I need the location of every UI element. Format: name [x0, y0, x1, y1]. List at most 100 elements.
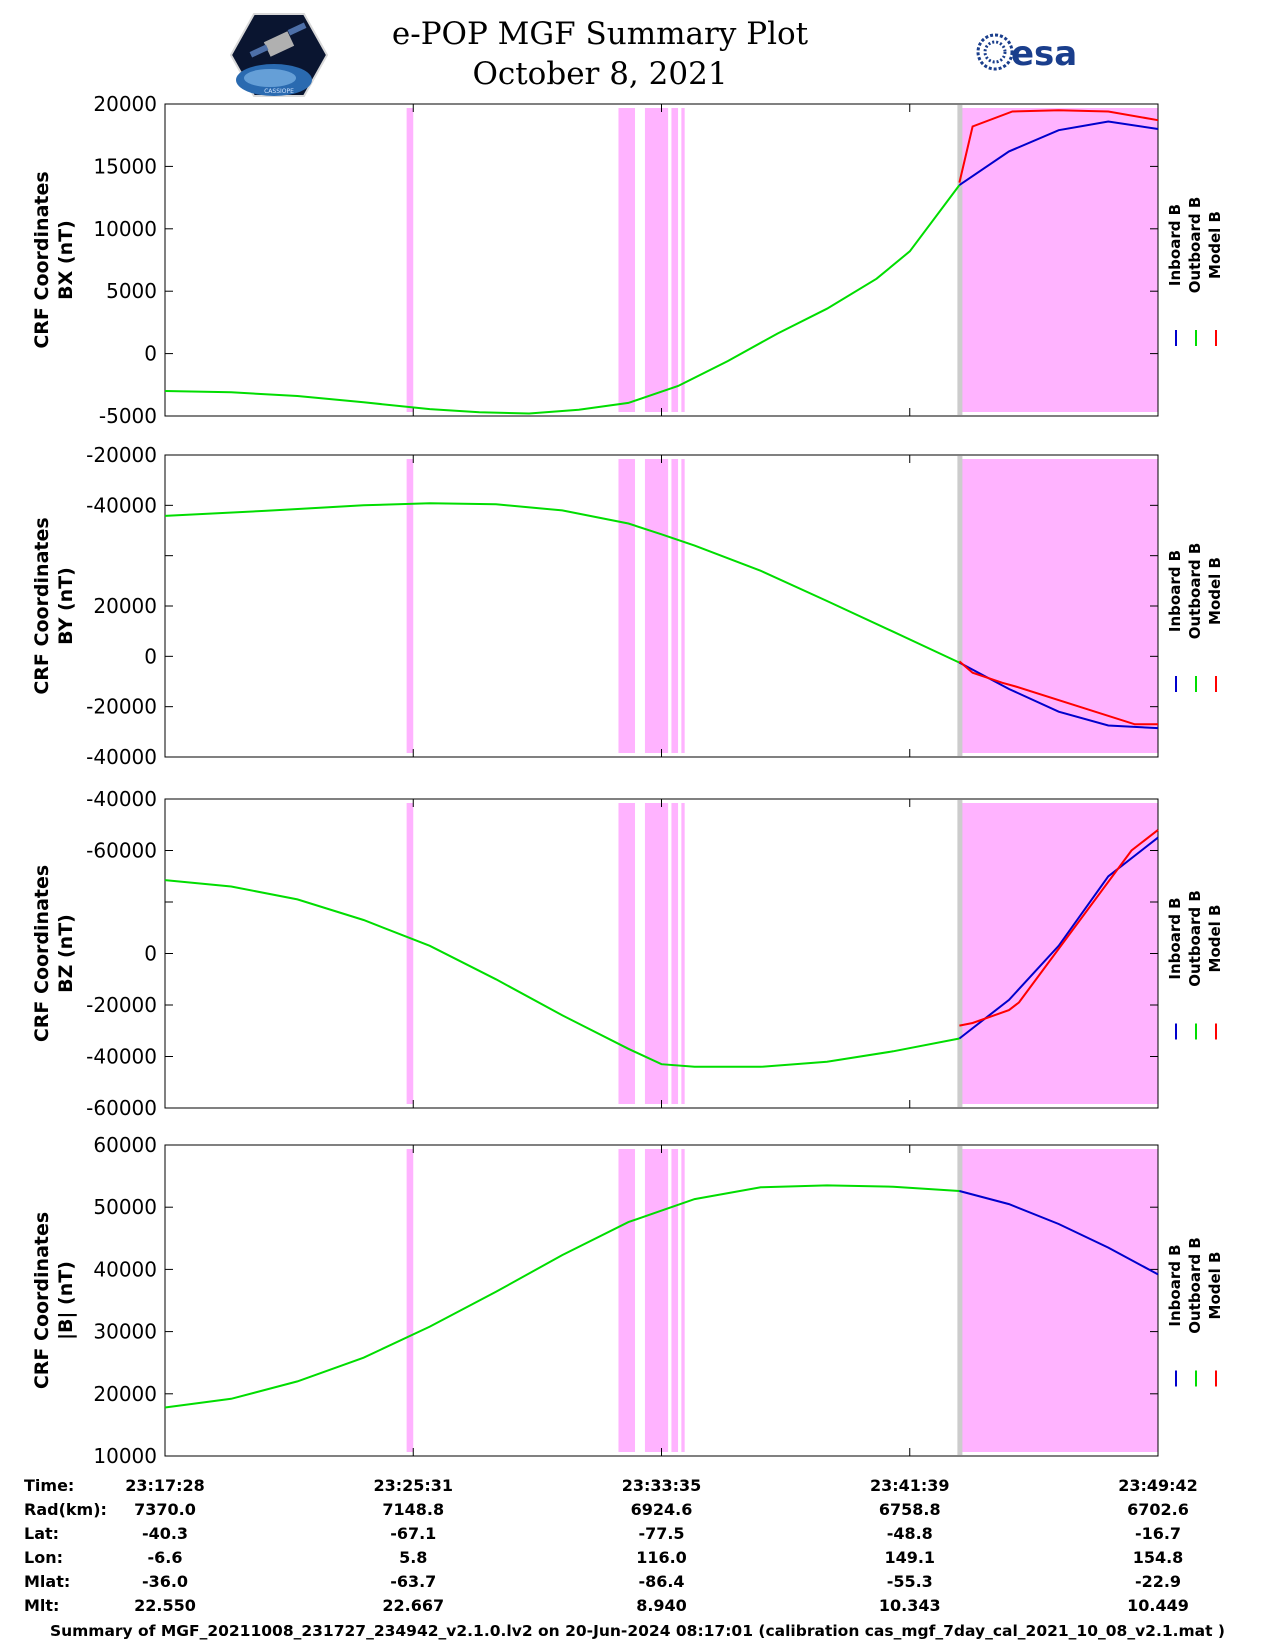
y-tick-label: 0 — [144, 644, 157, 668]
footer-row-label: Mlt: — [24, 1596, 60, 1615]
footer-value: -48.8 — [886, 1524, 933, 1543]
footer-row-label: Rad(km): — [24, 1500, 107, 1519]
footer-value: 23:17:28 — [125, 1476, 205, 1495]
series-model-bline — [958, 109, 1159, 183]
cassiope-logo-icon: CASSIOPE — [230, 13, 328, 97]
summary-line: Summary of MGF_20211008_231727_234942_v2… — [49, 1622, 1226, 1640]
logo-right-text: esa — [1011, 34, 1077, 74]
footer-value: 116.0 — [636, 1548, 687, 1567]
flag-span — [644, 108, 669, 412]
footer-value: -67.1 — [390, 1524, 437, 1543]
footer-value: 10.449 — [1127, 1596, 1189, 1615]
flag-span — [959, 459, 1158, 753]
footer-value: -36.0 — [141, 1572, 189, 1591]
data-gap-marker — [957, 456, 963, 756]
footer-row: Rad(km): 7370.0 7148.8 6924.6 6758.8 6702.6 — [0, 1498, 1275, 1522]
footer-value: 23:25:31 — [373, 1476, 454, 1495]
legend-label: Inboard B — [1166, 550, 1184, 632]
flag-span — [681, 108, 685, 412]
y-tick-label: -40000 — [86, 787, 157, 811]
footer-value: 7370.0 — [134, 1500, 196, 1519]
legend-label: Model B — [1206, 1252, 1224, 1320]
y-axis-label: BY (nT) — [55, 567, 77, 645]
legend-label: Outboard B — [1186, 197, 1204, 294]
footer-value: 154.8 — [1132, 1548, 1184, 1567]
series-inboard-bline — [958, 120, 1159, 186]
footer-row-label: Lon: — [24, 1548, 63, 1567]
footer-row: Lon: -6.6 5.8 116.0 149.1 154.8 — [0, 1546, 1275, 1570]
footer-row-label: Time: — [24, 1476, 75, 1495]
footer-value: 23:49:42 — [1118, 1476, 1198, 1495]
y-tick-label: -20000 — [86, 695, 157, 719]
y-tick-label: 30000 — [93, 1320, 157, 1344]
legend-label: Outboard B — [1186, 890, 1204, 987]
y-axis-label: CRF Coordinates — [31, 171, 53, 348]
footer-value: 6758.8 — [878, 1500, 941, 1519]
y-axis-label: BZ (nT) — [55, 914, 77, 993]
flag-span — [406, 1149, 414, 1452]
flag-span — [681, 1149, 685, 1452]
footer-row-label: Mlat: — [24, 1572, 71, 1591]
series-inboard-bline — [958, 836, 1159, 1040]
y-tick-label: -5000 — [99, 404, 157, 428]
footer-value: -40.3 — [141, 1524, 189, 1543]
data-gap-marker — [957, 105, 963, 415]
plot-title: e-POP MGF Summary Plot October 8, 2021 — [330, 14, 870, 94]
legend-label: Outboard B — [1186, 1237, 1204, 1334]
y-tick-label: 0 — [144, 342, 157, 366]
flag-span — [618, 108, 636, 412]
footer-value: -55.3 — [886, 1572, 933, 1591]
footer-value: 6924.6 — [630, 1500, 693, 1519]
y-tick-label: 60000 — [93, 1133, 157, 1157]
footer-value: -77.5 — [638, 1524, 685, 1543]
y-tick-label: 50000 — [93, 1195, 157, 1219]
y-tick-label: -60000 — [86, 839, 157, 863]
footer-value: 10.343 — [878, 1596, 941, 1615]
series-outboard-bline — [164, 184, 961, 415]
y-axis-label: CRF Coordinates — [31, 865, 53, 1042]
footer-value: -6.6 — [147, 1548, 183, 1567]
y-tick-label: 5000 — [106, 279, 157, 303]
flag-span — [406, 803, 414, 1104]
y-axis-label: CRF Coordinates — [31, 517, 53, 694]
flag-span — [644, 803, 669, 1104]
y-tick-label: -20000 — [86, 993, 157, 1017]
legend-label: Model B — [1206, 557, 1224, 625]
y-tick-label: -20000 — [86, 443, 157, 467]
footer-value: -22.9 — [1134, 1572, 1182, 1591]
flag-span — [618, 1149, 636, 1452]
footer-value: 23:41:39 — [869, 1476, 950, 1495]
flag-span — [681, 459, 685, 753]
y-tick-label: -60000 — [86, 1096, 157, 1120]
flag-span — [671, 459, 679, 753]
legend-label: Outboard B — [1186, 543, 1204, 640]
footer-value: -63.7 — [390, 1572, 437, 1591]
flag-span — [618, 803, 636, 1104]
flag-span — [959, 108, 1158, 412]
legend-label: Inboard B — [1166, 1244, 1184, 1326]
footer-value: -16.7 — [1134, 1524, 1182, 1543]
footer-value: 149.1 — [884, 1548, 936, 1567]
flag-span — [644, 459, 669, 753]
data-gap-marker — [957, 800, 963, 1107]
y-axis-label: BX (nT) — [55, 220, 77, 300]
title-line-2: October 8, 2021 — [472, 56, 728, 92]
legend-label: Model B — [1206, 211, 1224, 279]
footer-value: 8.940 — [636, 1596, 687, 1615]
footer-value: 5.8 — [399, 1548, 428, 1567]
y-tick-label: -40000 — [86, 745, 157, 769]
flag-span — [618, 459, 636, 753]
y-tick-label: 10000 — [93, 217, 157, 241]
footer-row: Mlat: -36.0 -63.7 -86.4 -55.3 -22.9 — [0, 1570, 1275, 1594]
footer-value: -86.4 — [638, 1572, 685, 1591]
title-line-1: e-POP MGF Summary Plot — [391, 16, 809, 52]
series-outboard-bline — [164, 1184, 960, 1409]
y-tick-label: -40000 — [86, 1045, 157, 1069]
legend-label: Inboard B — [1166, 204, 1184, 286]
esa-logo-icon: esa — [976, 33, 1077, 74]
flag-span — [671, 108, 679, 412]
flag-span — [406, 108, 414, 412]
footer-row-label: Lat: — [24, 1524, 60, 1543]
series-inboard-bline — [959, 1190, 1159, 1276]
y-tick-label: 20000 — [93, 92, 157, 116]
